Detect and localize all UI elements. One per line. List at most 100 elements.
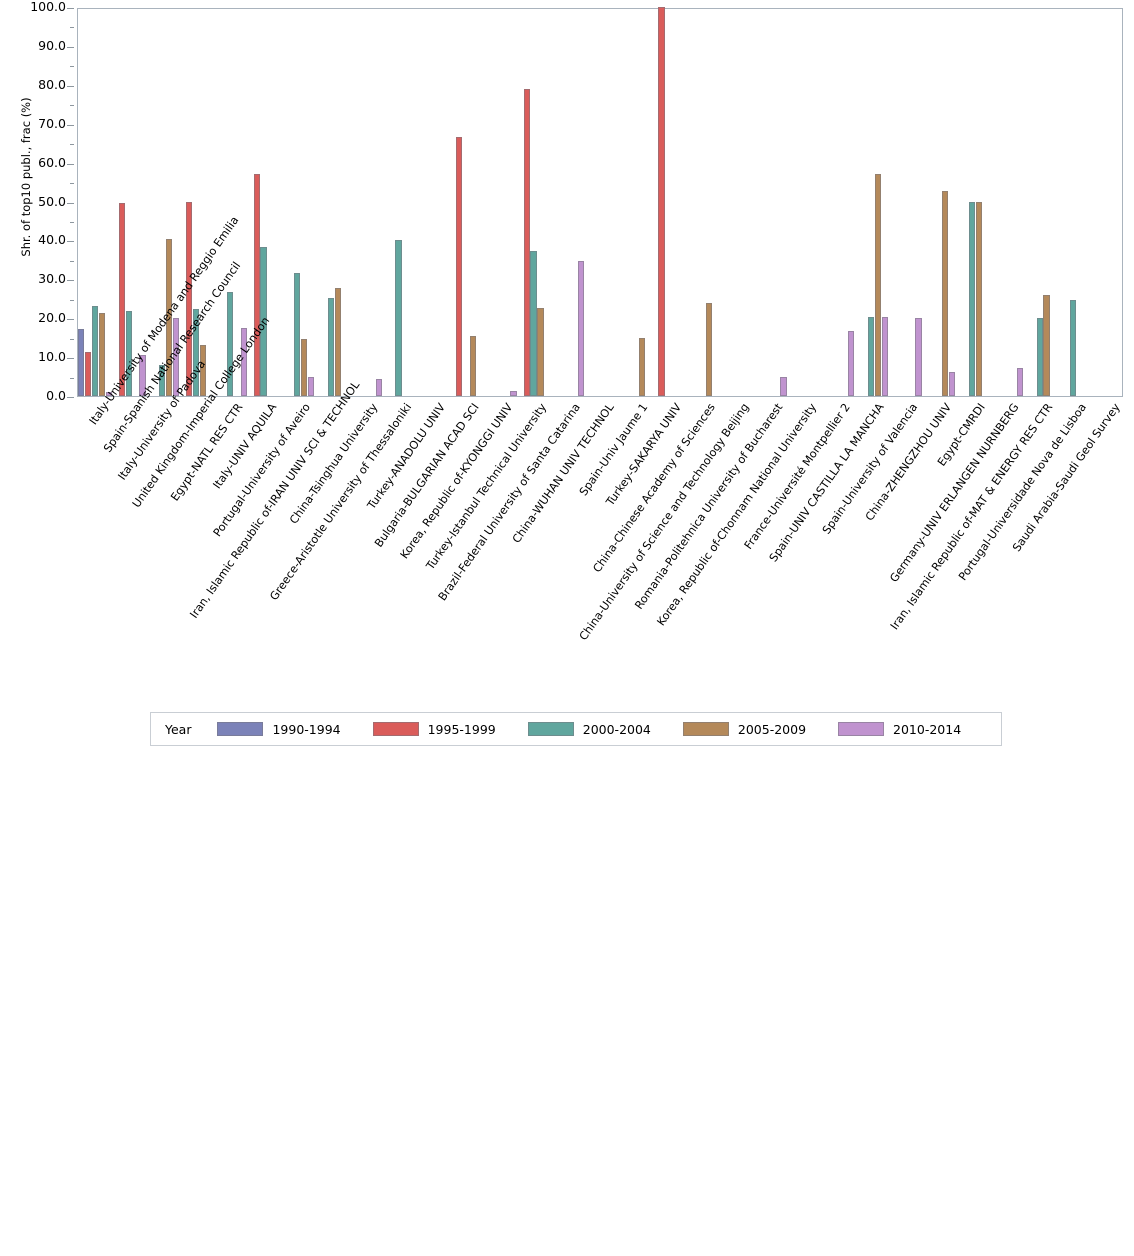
bar <box>159 364 166 396</box>
bar <box>706 303 713 396</box>
legend-swatch <box>682 722 729 736</box>
y-axis-tick-mark <box>67 241 74 243</box>
bar <box>240 327 247 396</box>
legend-entries: 1990-1994 1995-1999 2000-2004 2005-2009 2010… <box>217 722 993 737</box>
bar <box>949 371 956 396</box>
legend-swatch <box>527 722 574 736</box>
legend-entry[interactable]: 1990-1994 <box>217 721 341 737</box>
bar <box>118 203 125 396</box>
y-axis-tick-label: 70.0 <box>38 115 66 131</box>
legend-entry[interactable]: 2005-2009 <box>682 721 807 737</box>
y-axis-tick-mark <box>67 319 74 321</box>
x-axis-label: Italy-University of Modena and Reggio Em… <box>87 214 242 427</box>
y-axis-tick-mark <box>67 124 74 126</box>
bar <box>77 329 85 396</box>
y-axis-minor-tick-mark <box>70 144 74 146</box>
bar <box>260 247 267 396</box>
bar <box>192 308 200 396</box>
y-axis-minor-tick-mark <box>70 260 74 262</box>
y-axis-minor-tick-mark <box>70 105 74 107</box>
bar <box>253 174 260 396</box>
y-axis-tick-label: 80.0 <box>38 76 66 92</box>
y-axis-title: Shr. of top10 publ., frac (%) <box>19 97 33 257</box>
y-axis-tick-mark <box>67 202 74 204</box>
bar <box>84 352 92 396</box>
chart-legend: Year 1990-1994 1995-1999 2000-2004 2005-200… <box>150 712 1002 746</box>
bar <box>1016 368 1023 396</box>
y-axis-tick-mark <box>67 46 74 48</box>
bar <box>226 292 233 396</box>
bar <box>166 239 173 396</box>
bar <box>510 390 517 396</box>
bar <box>537 308 544 396</box>
bar <box>469 335 477 396</box>
bar <box>91 305 98 396</box>
y-axis-minor-tick-mark <box>70 338 74 340</box>
bar <box>173 317 180 396</box>
bar <box>334 288 342 396</box>
y-axis-tick-label: 0.0 <box>46 388 66 403</box>
y-axis-minor-tick-mark <box>70 66 74 68</box>
bar <box>874 174 881 396</box>
bar <box>867 317 875 396</box>
x-axis-labels: Italy-University of Modena and Reggio Em… <box>77 214 1123 697</box>
legend-label: 1995-1999 <box>427 721 496 737</box>
y-axis-tick-mark <box>67 397 74 398</box>
bar <box>530 250 537 396</box>
legend-label: 2005-2009 <box>737 721 807 737</box>
legend-label: 2010-2014 <box>893 721 962 737</box>
y-axis-tick-label: 20.0 <box>38 310 66 326</box>
y-axis-tick-label: 50.0 <box>38 193 66 209</box>
bar <box>1070 299 1077 396</box>
bar <box>847 330 855 396</box>
bar <box>523 89 530 396</box>
bar <box>577 260 585 396</box>
bar <box>375 378 382 396</box>
bar <box>1036 318 1043 396</box>
bar <box>395 240 402 396</box>
y-axis-tick-mark <box>67 163 74 165</box>
y-axis-minor-tick-mark <box>70 221 74 223</box>
legend-entry[interactable]: 2000-2004 <box>527 721 651 737</box>
bar <box>327 297 335 396</box>
y-axis-tick-label: 100.0 <box>30 0 66 14</box>
y-axis-tick-label: 40.0 <box>38 232 66 248</box>
bar <box>294 273 301 396</box>
bar-chart: Shr. of top10 publ., frac (%) 0.0 10.0 20.… <box>19 0 1123 746</box>
bar <box>975 201 983 396</box>
bar <box>98 313 105 396</box>
bar <box>139 355 146 396</box>
y-axis-tick-mark <box>67 85 74 87</box>
bar <box>881 317 888 396</box>
bar <box>969 201 976 396</box>
bar <box>186 201 193 396</box>
bar <box>915 317 922 396</box>
y-axis-tick-mark <box>67 8 74 9</box>
y-axis-minor-tick-mark <box>70 183 74 185</box>
legend-swatch <box>217 722 264 736</box>
legend-entry[interactable]: 2010-2014 <box>838 722 961 737</box>
legend-swatch <box>838 722 885 736</box>
y-axis-minor-tick-mark <box>70 377 74 379</box>
y-axis-minor-tick-mark <box>70 299 74 301</box>
plot-area <box>77 7 1123 397</box>
bar <box>125 310 132 396</box>
y-axis-tick-mark <box>67 280 74 282</box>
bar <box>658 7 665 396</box>
bar <box>105 391 112 396</box>
legend-swatch <box>372 722 419 736</box>
y-axis-tick-label: 30.0 <box>38 271 66 287</box>
y-axis-minor-tick-mark <box>70 27 74 29</box>
y-axis-tick-label: 60.0 <box>38 154 66 170</box>
y-axis-tick-label: 90.0 <box>38 37 66 53</box>
legend-entry[interactable]: 1995-1999 <box>372 721 496 737</box>
legend-label: 2000-2004 <box>582 721 651 737</box>
bar <box>942 191 949 396</box>
bar <box>199 345 207 396</box>
y-axis-tick-mark <box>67 358 74 360</box>
y-axis-tick-label: 10.0 <box>38 349 66 365</box>
bar <box>308 376 315 396</box>
legend-label: 1990-1994 <box>272 721 341 737</box>
bar <box>456 136 463 396</box>
bar <box>780 376 787 396</box>
